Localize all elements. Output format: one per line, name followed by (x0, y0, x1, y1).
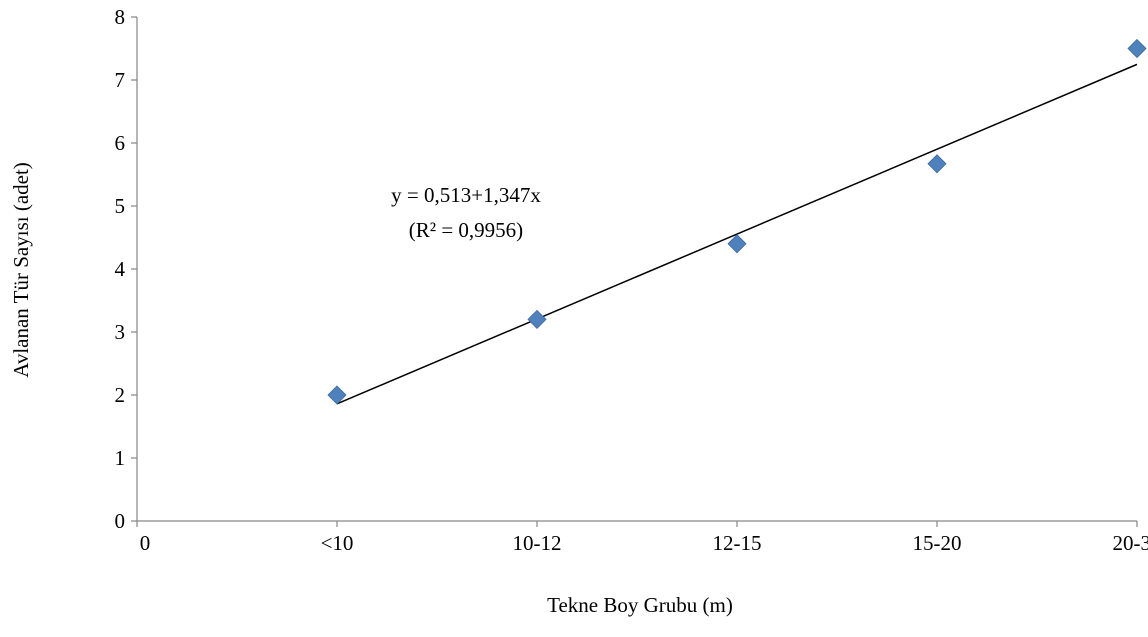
equation-annotation: y = 0,513+1,347x (391, 183, 541, 207)
x-tick-label: 20-30 (1113, 531, 1148, 555)
x-tick-label: <10 (321, 531, 354, 555)
data-point (1128, 40, 1146, 58)
x-axis-title: Tekne Boy Grubu (m) (547, 593, 733, 617)
y-tick-label: 6 (115, 131, 126, 155)
data-point (928, 155, 946, 173)
y-axis-title: Avlanan Tür Sayısı (adet) (9, 162, 33, 378)
y-tick-label: 4 (115, 257, 126, 281)
r-squared-annotation: (R² = 0,9956) (409, 218, 523, 242)
y-tick-label: 5 (115, 194, 126, 218)
y-tick-label: 1 (115, 446, 126, 470)
x-tick-label: 15-20 (913, 531, 962, 555)
y-tick-label: 2 (115, 383, 126, 407)
axes (131, 17, 1137, 527)
x-tick-labels: 0 <10 10-12 12-15 15-20 20-30 (140, 531, 1148, 555)
y-tick-label: 8 (115, 5, 126, 29)
x-tick-label: 12-15 (713, 531, 762, 555)
y-tick-label: 0 (115, 509, 126, 533)
y-tick-label: 3 (115, 320, 126, 344)
data-point (528, 310, 546, 328)
x-tick-label: 10-12 (513, 531, 562, 555)
y-tick-labels: 0 1 2 3 4 5 6 7 8 (115, 5, 126, 533)
y-tick-label: 7 (115, 68, 126, 92)
x-tick-label: 0 (140, 531, 151, 555)
